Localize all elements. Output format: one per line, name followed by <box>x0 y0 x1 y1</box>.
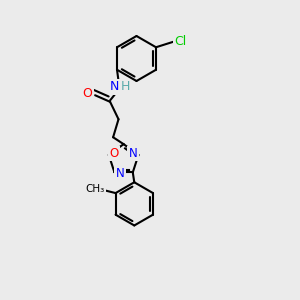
Text: H: H <box>121 80 130 93</box>
Text: N: N <box>110 80 119 93</box>
Text: O: O <box>83 87 93 100</box>
Text: N: N <box>116 167 124 180</box>
Text: O: O <box>109 147 119 160</box>
Text: N: N <box>129 147 137 160</box>
Text: Cl: Cl <box>175 35 187 48</box>
Text: CH₃: CH₃ <box>85 184 104 194</box>
